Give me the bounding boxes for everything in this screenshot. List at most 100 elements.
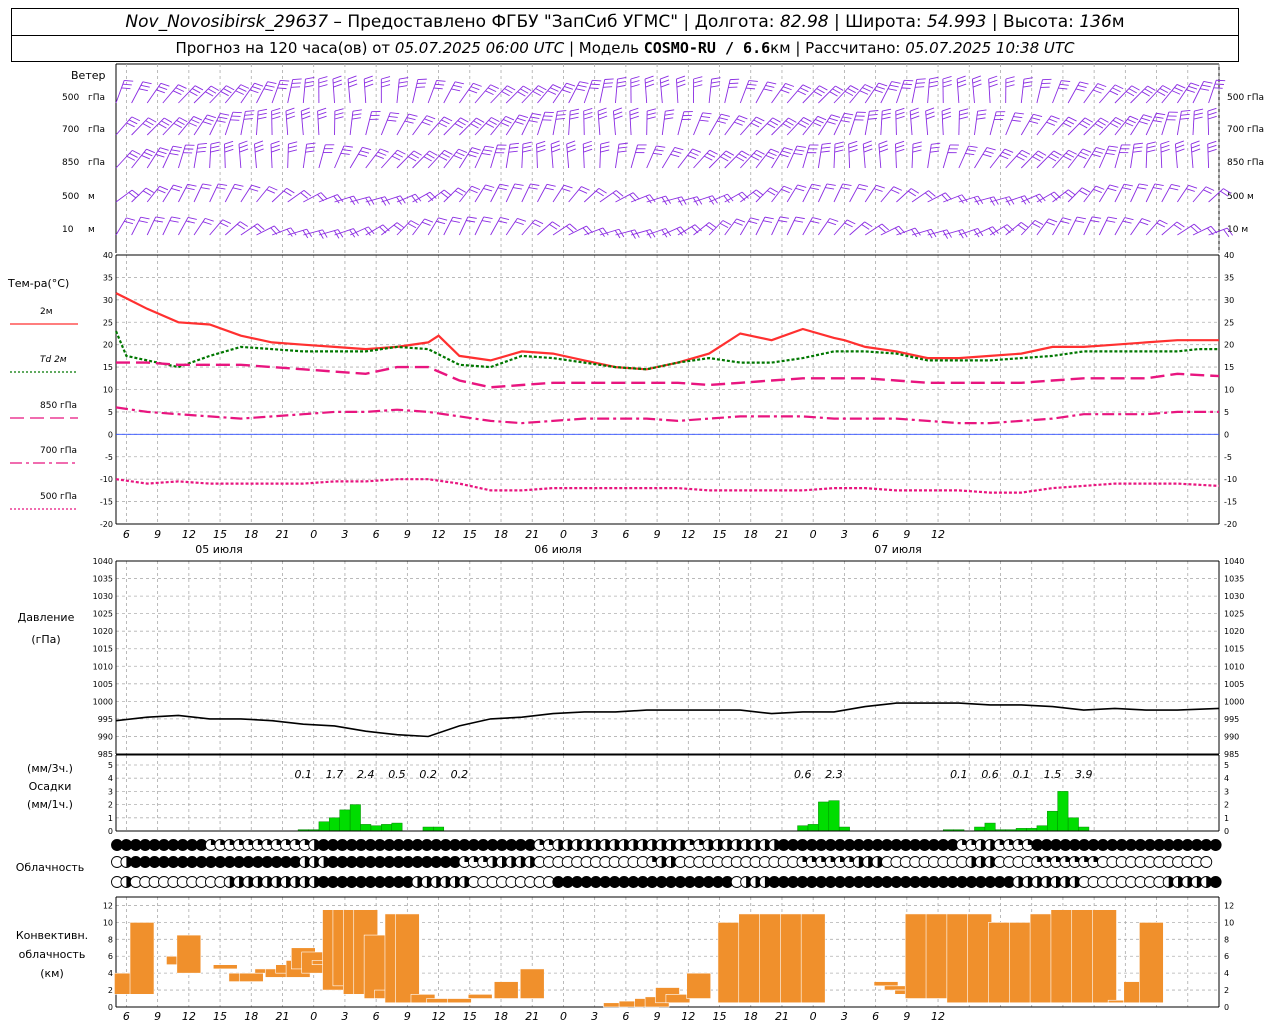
time-tick-label: 0 [310,528,317,541]
time-tick-label: 15 [463,528,477,541]
wind-barb-feather [1175,144,1185,149]
wind-barb-feather [1065,119,1075,125]
wind-barb [786,216,797,236]
wind-barb-feather [404,120,414,124]
wind-barb [146,216,157,236]
time-tick-label: 21 [525,528,539,541]
y-tick-label-right: 995 [1224,715,1239,724]
wind-barb-feather [1059,83,1069,86]
wind-barb [365,196,386,203]
y-tick-label-left: 40 [103,251,113,260]
wind-barb-feather [564,86,573,90]
wind-barb-feather [483,149,493,152]
convective-bar [738,913,764,1004]
wind-barb [708,193,728,203]
wind-barb-feather [711,77,721,80]
wind-barb-feather [171,149,181,152]
wind-barb [1036,218,1050,236]
time-tick-label-bottom: 15 [213,1010,227,1023]
wind-barb-feather [436,80,446,82]
wind-barb-feather [863,144,873,149]
wind-barb-feather [756,149,765,155]
wind-barb-feather [846,219,856,225]
wind-barb-feather [210,85,220,91]
time-tick-label-bottom: 9 [654,1010,661,1023]
wind-barb-feather [911,229,918,237]
wind-barb-feather [450,220,460,223]
temperature-series-line [115,292,1219,371]
y-tick-label-left: 5 [108,761,113,770]
wind-barb-feather [237,87,247,92]
precip-3h-total: 0.1 [950,768,968,781]
wind-level-value: 500 [62,93,79,103]
wind-barb [115,189,133,203]
wind-barb [412,218,425,236]
wind-barb-feather [290,227,297,236]
wind-barb-feather [1016,155,1025,161]
wind-barb-feather [156,89,165,94]
wind-barb [178,184,189,203]
wind-barb-feather [753,152,763,158]
wind-barb-feather [452,216,462,220]
header-separator: | [833,12,840,32]
precip-bar [1078,826,1090,832]
wind-barb-feather [720,113,730,117]
time-tick-label-bottom: 0 [810,1010,817,1023]
wind-barb-feather [347,75,357,80]
wind-barb-feather [507,85,516,91]
y-tick-label-left: 4 [108,969,113,978]
time-tick-label-bottom: 6 [123,1010,130,1023]
wind-barb-feather [924,192,933,200]
wind-barb-feather [484,145,494,149]
precip-3h-total: 0.6 [794,768,812,781]
wind-barb-feather [263,88,273,92]
wind-barb-feather [863,140,872,145]
wind-barb-feather [544,187,554,191]
time-tick-label: 18 [744,528,758,541]
wind-barb-feather [1154,116,1164,119]
wind-barb-feather [779,216,789,219]
time-tick-label-bottom: 6 [622,1010,629,1023]
wind-barb-feather [271,144,280,149]
wind-barb-feather [1105,152,1115,156]
y-tick-label-left: 35 [103,273,113,282]
wind-barb-feather [333,83,343,88]
wind-barb-feather [767,81,777,85]
wind-barb-feather [375,154,384,159]
y-tick-label-left: 6 [108,952,113,961]
wind-barb [584,227,604,236]
wind-barb-feather [547,90,557,95]
wind-barb-feather [202,121,212,125]
wind-barb-feather [788,117,797,123]
convective-bar [467,994,493,999]
wind-barb-feather [680,226,687,235]
wind-barb [755,216,766,236]
wind-barb-feather [653,152,663,156]
wind-barb-feather [1141,117,1150,122]
wind-barb-feather [844,90,854,97]
wind-barb-feather [360,150,370,154]
wind-barb-feather [1146,149,1156,153]
precip-bar [370,825,382,832]
wind-barb-feather [173,184,183,189]
y-tick-label-right: 1030 [1224,592,1244,601]
wind-barb-feather [763,220,773,223]
wind-barb-feather [353,195,359,204]
wind-barb-feather [968,145,978,148]
wind-barb-feather [1133,142,1144,145]
wind-barb-feather [291,82,301,84]
wind-barb-feather [959,112,969,116]
wind-barb [1192,225,1212,236]
wind-barb [552,184,565,203]
precip-bar [422,826,434,832]
convective-bar [800,913,826,1004]
wind-barb-feather [497,187,507,191]
wind-barb-feather [966,149,976,152]
wind-barb-feather [444,149,453,155]
wind-barb-feather [613,107,623,112]
wind-barb-feather [406,117,416,121]
wind-barb-feather [834,145,844,149]
wind-barb-feather [768,151,777,157]
y-tick-label-left: -10 [100,475,113,484]
wind-barb-feather [436,220,446,225]
